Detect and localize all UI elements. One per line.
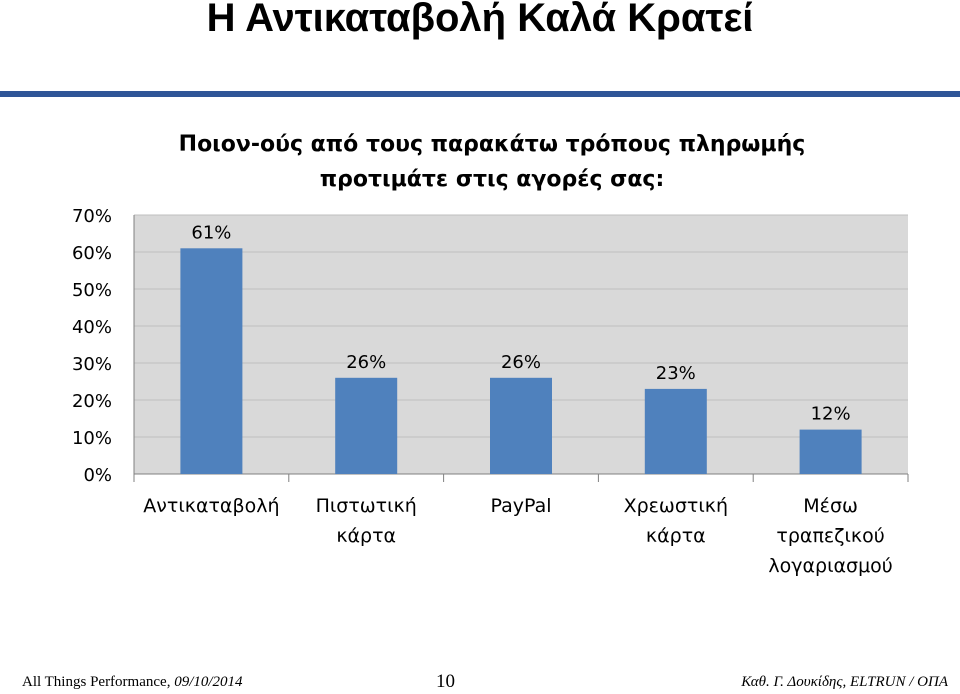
slide-title: Η Αντικαταβολή Καλά Κρατεί [206,0,754,40]
y-tick-label: 60% [72,243,112,264]
x-category-label: τραπεζικού [776,525,884,547]
x-category-label: Πιστωτική [316,495,417,517]
bar [335,377,398,474]
page-number: 10 [436,671,455,692]
footer-event-name: All Things Performance, [22,674,175,690]
bar [490,377,552,474]
y-tick-label: 20% [72,391,112,412]
data-label: 61% [191,222,231,243]
footer-author: Καθ. Γ. Δουκίδης, ELTRUN / ΟΠΑ [741,674,948,690]
x-category-label: κάρτα [336,525,396,547]
data-label: 23% [656,363,696,384]
y-tick-label: 10% [72,428,112,449]
x-category-label: κάρτα [646,525,706,547]
bar [644,388,707,474]
y-tick-label: 50% [72,280,112,301]
bar [799,429,862,474]
footer-event: All Things Performance, 09/10/2014 [22,674,243,691]
footer-date: 09/10/2014 [174,674,243,690]
y-tick-label: 0% [83,465,112,486]
chart-title-line-2: προτιμάτε στις αγορές σας: [320,167,665,192]
x-category-label: Μέσω [803,495,858,517]
chart-title-line-1: Ποιον-ούς από τους παρακάτω τρόπους πληρ… [179,132,806,157]
y-tick-label: 30% [72,354,112,375]
bar [180,248,243,474]
title-divider [0,91,960,97]
data-label: 26% [346,352,386,373]
x-category-label: PayPal [490,495,551,517]
y-tick-label: 40% [72,317,112,338]
x-category-label: λογαριασμού [768,555,892,577]
data-label: 12% [811,404,851,425]
x-category-label: Αντικαταβολή [143,495,279,517]
x-category-label: Χρεωστική [624,495,728,517]
data-label: 26% [501,352,541,373]
y-tick-label: 70% [72,206,112,227]
